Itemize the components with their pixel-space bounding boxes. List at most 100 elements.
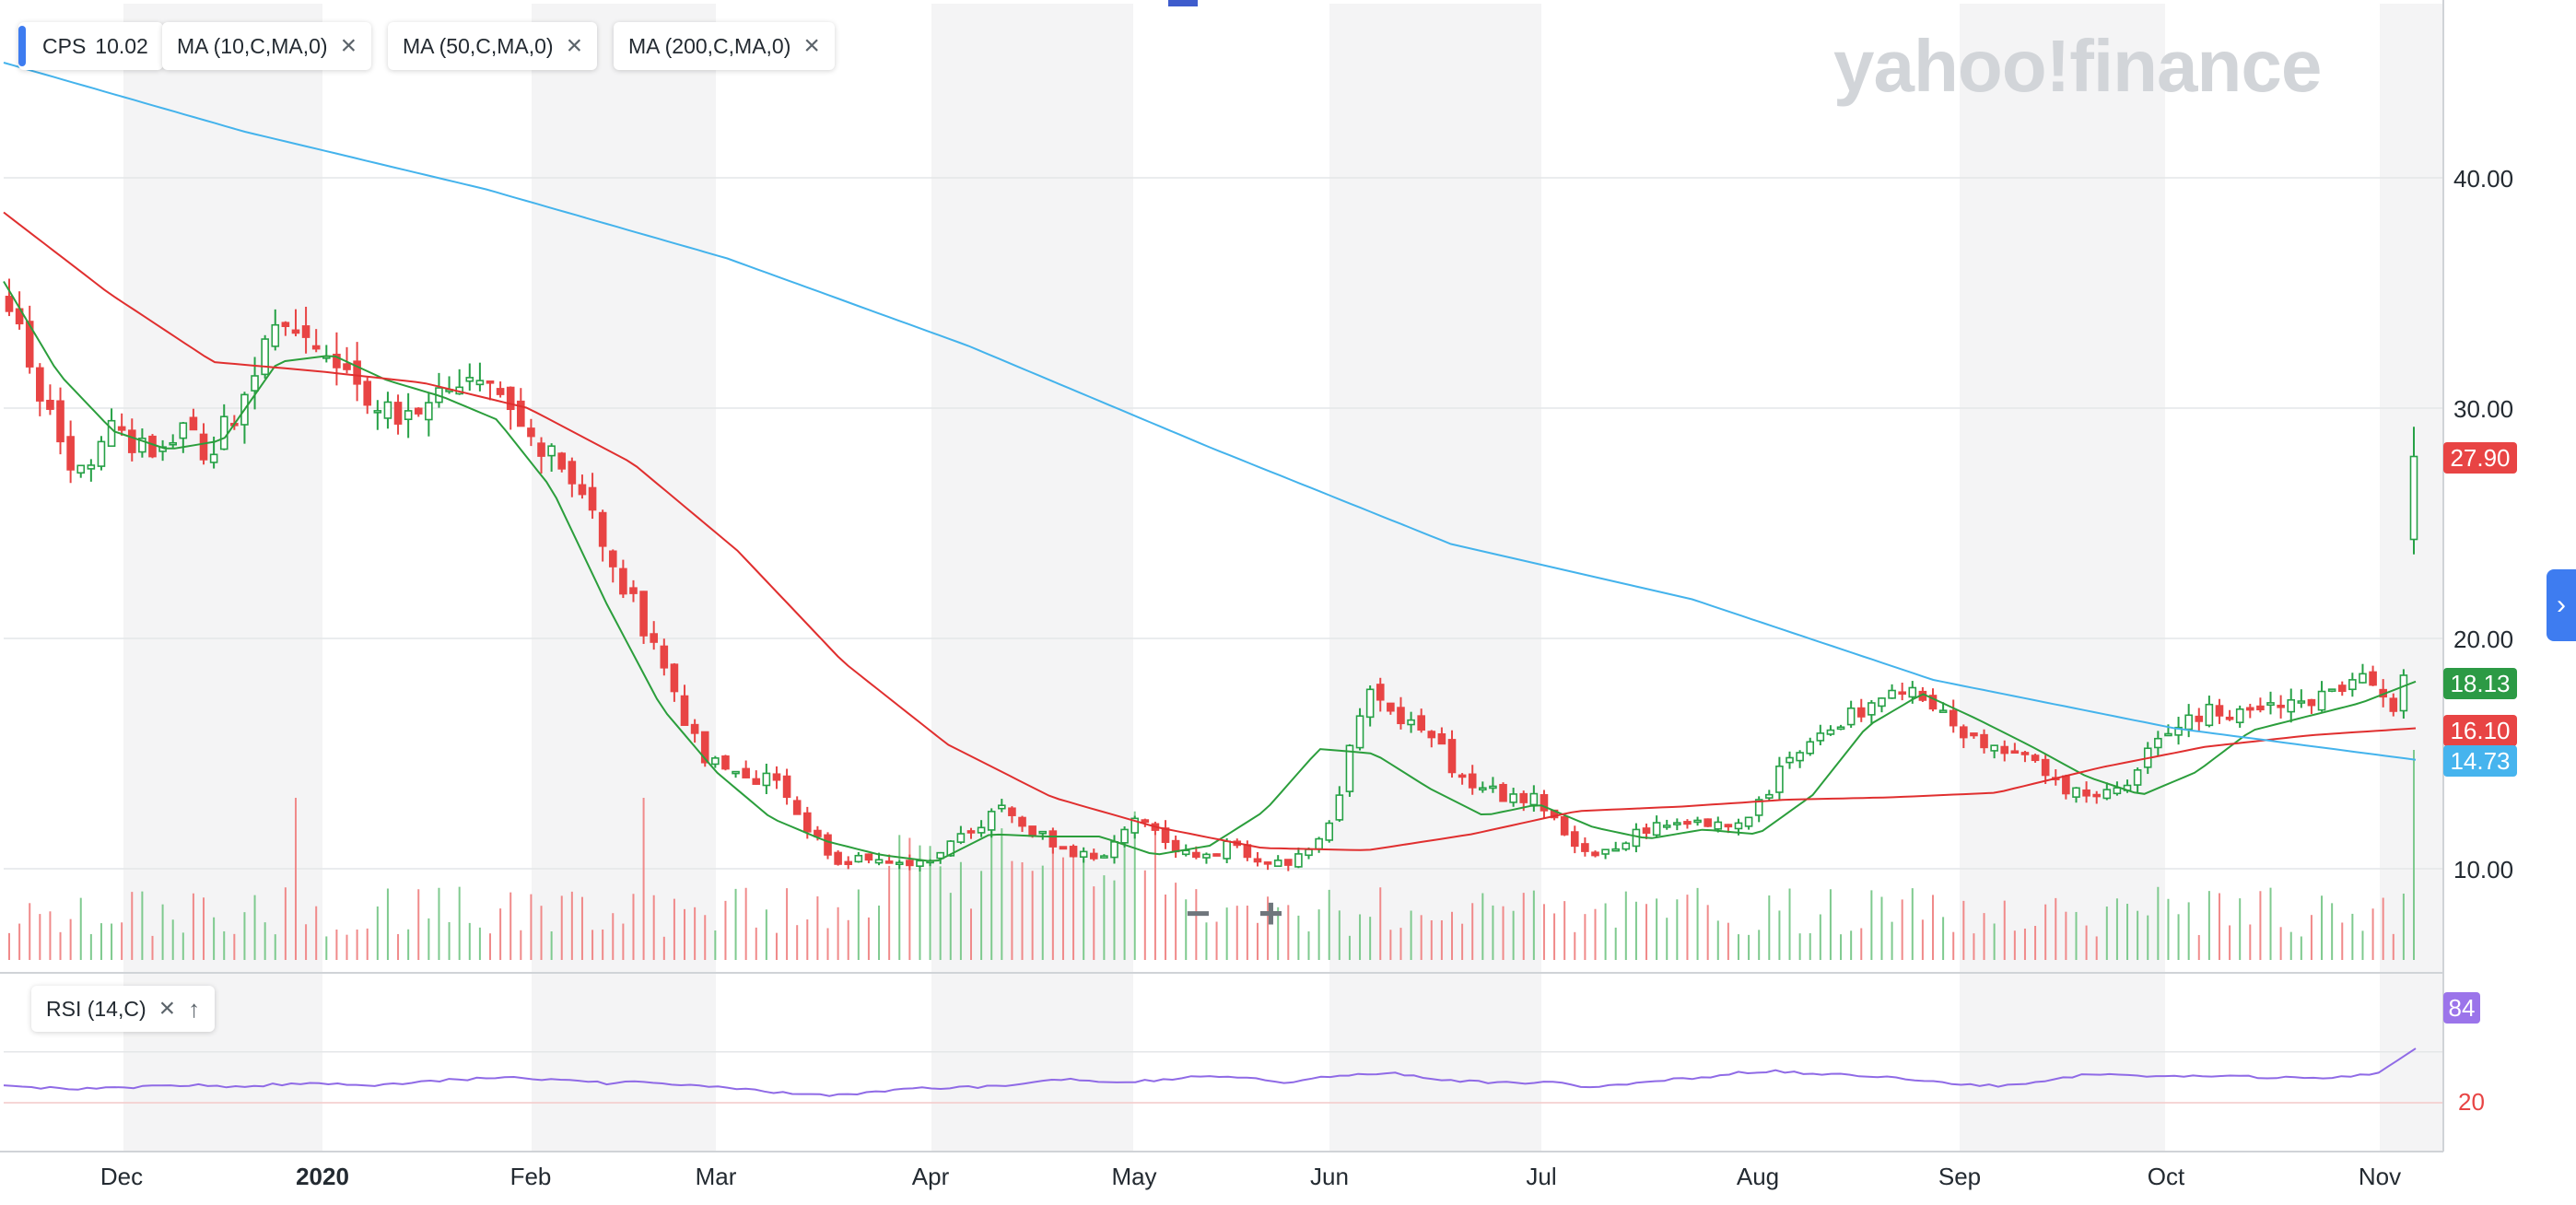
candle-body <box>5 296 14 312</box>
ma50-tag[interactable]: MA (50,C,MA,0) × <box>388 22 598 70</box>
candle-body <box>117 426 126 431</box>
month-band <box>1960 4 2165 1152</box>
candle-body <box>2072 787 2080 798</box>
candle-body <box>1243 844 1252 859</box>
candle-body <box>2062 775 2070 795</box>
candle-body <box>1283 859 1293 866</box>
candle-body <box>2020 752 2030 755</box>
candle-body <box>1683 821 1692 825</box>
candle-body <box>2235 708 2244 724</box>
candle-body <box>1212 853 1221 857</box>
candle-body <box>2031 755 2040 762</box>
candle-body <box>107 419 116 448</box>
candle-body <box>1059 846 1068 850</box>
candle-body <box>1611 848 1621 852</box>
symbol-tag[interactable]: CPS 10.02 <box>18 22 163 70</box>
ma200-value-tag: 14.73 <box>2443 745 2517 777</box>
zoom-out-button[interactable]: − <box>1186 889 1211 937</box>
candle-body <box>660 645 669 669</box>
close-icon[interactable]: × <box>158 993 176 1024</box>
ma10-line <box>3 280 2417 862</box>
candle-body <box>527 427 535 438</box>
ma10-value-tag: 18.13 <box>2443 668 2517 699</box>
candle-body <box>1130 817 1140 834</box>
candle-body <box>1141 819 1150 824</box>
candle-body <box>261 338 269 376</box>
rsi-label: RSI (14,C) <box>46 996 146 1021</box>
candle-body <box>874 859 884 864</box>
candle-body <box>1601 848 1610 855</box>
candle-body <box>2010 750 2020 755</box>
candle-body <box>1294 853 1303 868</box>
ma200-tag[interactable]: MA (200,C,MA,0) × <box>614 22 835 70</box>
rsi-tag[interactable]: RSI (14,C) × ↑ <box>31 986 216 1032</box>
x-label-jul: Jul <box>1526 1163 1557 1190</box>
ma200-label: MA (200,C,MA,0) <box>628 33 791 58</box>
candle-body <box>189 416 198 431</box>
month-band <box>123 4 322 1152</box>
candle-body <box>537 442 545 457</box>
candle-body <box>966 830 976 834</box>
close-icon[interactable]: × <box>566 30 583 61</box>
candle-body <box>1273 860 1282 867</box>
ma10-label: MA (10,C,MA,0) <box>177 33 328 58</box>
candle-body <box>844 860 853 866</box>
candle-body <box>1489 785 1497 790</box>
candle-body <box>557 452 567 470</box>
candle-body <box>639 591 648 637</box>
candle-body <box>1305 848 1313 857</box>
chevron-right-icon[interactable]: › <box>2547 569 2576 641</box>
candle-body <box>363 380 372 406</box>
candle-body <box>1652 822 1661 836</box>
candle-body <box>1110 841 1118 859</box>
ma10-tag[interactable]: MA (10,C,MA,0) × <box>162 22 372 70</box>
candle-body <box>1263 861 1272 865</box>
grid-lines <box>4 177 2443 1104</box>
candle-body <box>475 380 485 386</box>
candle-body <box>2184 714 2193 731</box>
zoom-in-button[interactable]: + <box>1259 889 1283 937</box>
x-label-may: May <box>1111 1163 1157 1190</box>
candle-body <box>2154 737 2162 749</box>
candle-body <box>916 860 924 867</box>
candle-body <box>404 410 413 421</box>
candle-body <box>690 723 699 734</box>
candle-body <box>2195 715 2204 722</box>
candle-body <box>2164 732 2172 737</box>
arrow-up-icon[interactable]: ↑ <box>188 995 201 1023</box>
candle-body <box>1540 794 1549 812</box>
yahoo-finance-logo: yahoo!finance <box>1833 25 2322 107</box>
month-bands <box>123 4 2443 1152</box>
candle-body <box>1960 726 1968 739</box>
candle-body <box>25 321 34 368</box>
candle-body <box>2133 769 2142 786</box>
candle-body <box>721 755 730 770</box>
candle-body <box>1161 827 1170 844</box>
x-label-apr: Apr <box>911 1163 950 1190</box>
candle-body <box>506 386 515 411</box>
candle-body <box>1458 774 1467 778</box>
rsi-line <box>3 1047 2417 1097</box>
candle-body <box>1028 825 1036 837</box>
ma200-line <box>3 62 2417 761</box>
candle-body <box>1806 741 1815 755</box>
candle-body <box>2399 674 2408 712</box>
candle-body <box>1949 709 1958 727</box>
candle-body <box>1570 831 1579 848</box>
x-label-nov: Nov <box>2358 1163 2402 1190</box>
candle-body <box>1775 765 1784 793</box>
candle-body <box>1427 731 1436 739</box>
close-icon[interactable]: × <box>803 30 820 61</box>
candle-body <box>1509 793 1517 803</box>
close-icon[interactable]: × <box>340 30 357 61</box>
candle-body <box>814 829 822 837</box>
candle-body <box>1171 839 1180 853</box>
candle-body <box>87 464 96 470</box>
rsi-value-tag: 84 <box>2443 992 2480 1024</box>
candle-body <box>251 375 259 392</box>
candle-body <box>414 407 423 415</box>
y-tick-40: 40.00 <box>2453 165 2514 193</box>
candle-body <box>1816 732 1825 742</box>
candle-body <box>1786 756 1794 764</box>
